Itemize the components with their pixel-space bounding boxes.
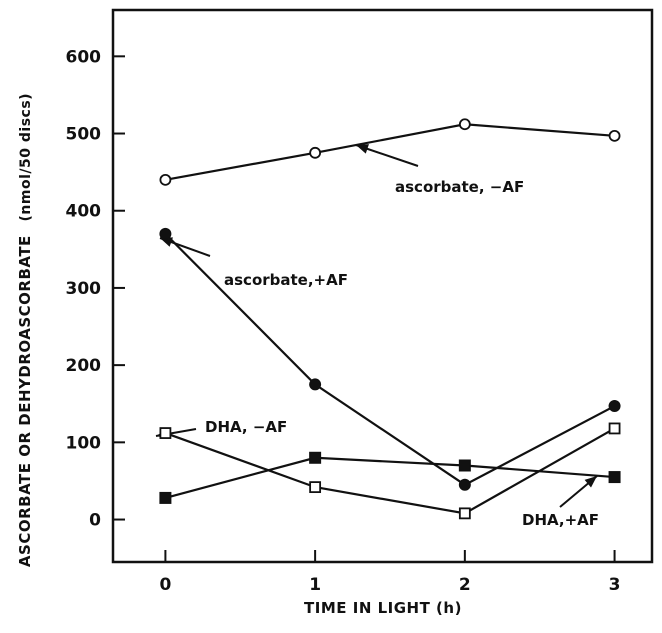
y-tick-label: 400 — [66, 202, 102, 222]
data-point-open-circle — [159, 173, 172, 186]
x-tick-label: 1 — [309, 575, 321, 595]
y-tick-label: 200 — [66, 356, 102, 376]
data-point-filled-square — [159, 491, 172, 504]
data-point-open-square — [608, 422, 621, 435]
data-point-open-circle — [458, 118, 471, 131]
annotation-arrowhead — [356, 144, 369, 154]
data-point-filled-square — [309, 451, 322, 464]
data-point-filled-square — [608, 471, 621, 484]
data-point-filled-circle — [458, 478, 471, 491]
y-tick-label: 300 — [66, 279, 102, 299]
x-axis-title: TIME IN LIGHT (h) — [304, 599, 462, 617]
data-point-filled-square — [458, 459, 471, 472]
y-axis-label: ASCORBATE OR DEHYDROASCORBATE — [16, 235, 34, 567]
data-point-open-square — [309, 481, 322, 494]
data-point-open-square — [159, 427, 172, 439]
annotation-label: ascorbate, −AF — [395, 178, 524, 196]
data-point-filled-circle — [309, 378, 322, 391]
x-tick-label: 0 — [159, 575, 171, 595]
y-tick-label: 0 — [89, 511, 101, 531]
x-tick-label: 2 — [459, 575, 471, 595]
y-axis-title: ASCORBATE OR DEHYDROASCORBATE (nmol/50 d… — [16, 93, 34, 567]
y-axis-unit: (nmol/50 discs) — [18, 93, 34, 222]
y-tick-label: 100 — [66, 433, 102, 453]
series-line-4 — [165, 456, 615, 499]
annotation-arrowhead — [584, 476, 597, 488]
data-point-open-square — [458, 507, 471, 520]
x-tick-label: 3 — [609, 575, 621, 595]
annotation-label: DHA, −AF — [205, 418, 287, 436]
y-tick-label: 600 — [66, 47, 102, 67]
annotation-label: ascorbate,+AF — [224, 271, 348, 289]
data-point-open-circle — [608, 129, 621, 142]
y-tick-label: 500 — [66, 125, 102, 145]
plot-frame — [111, 8, 654, 564]
annotation-arrowhead — [160, 237, 173, 247]
series-line-1 — [165, 123, 615, 181]
annotation-label: DHA,+AF — [522, 511, 599, 529]
data-point-filled-circle — [159, 227, 172, 240]
series-line-2 — [164, 233, 616, 487]
data-point-open-circle — [309, 146, 322, 159]
data-point-filled-circle — [608, 400, 621, 413]
